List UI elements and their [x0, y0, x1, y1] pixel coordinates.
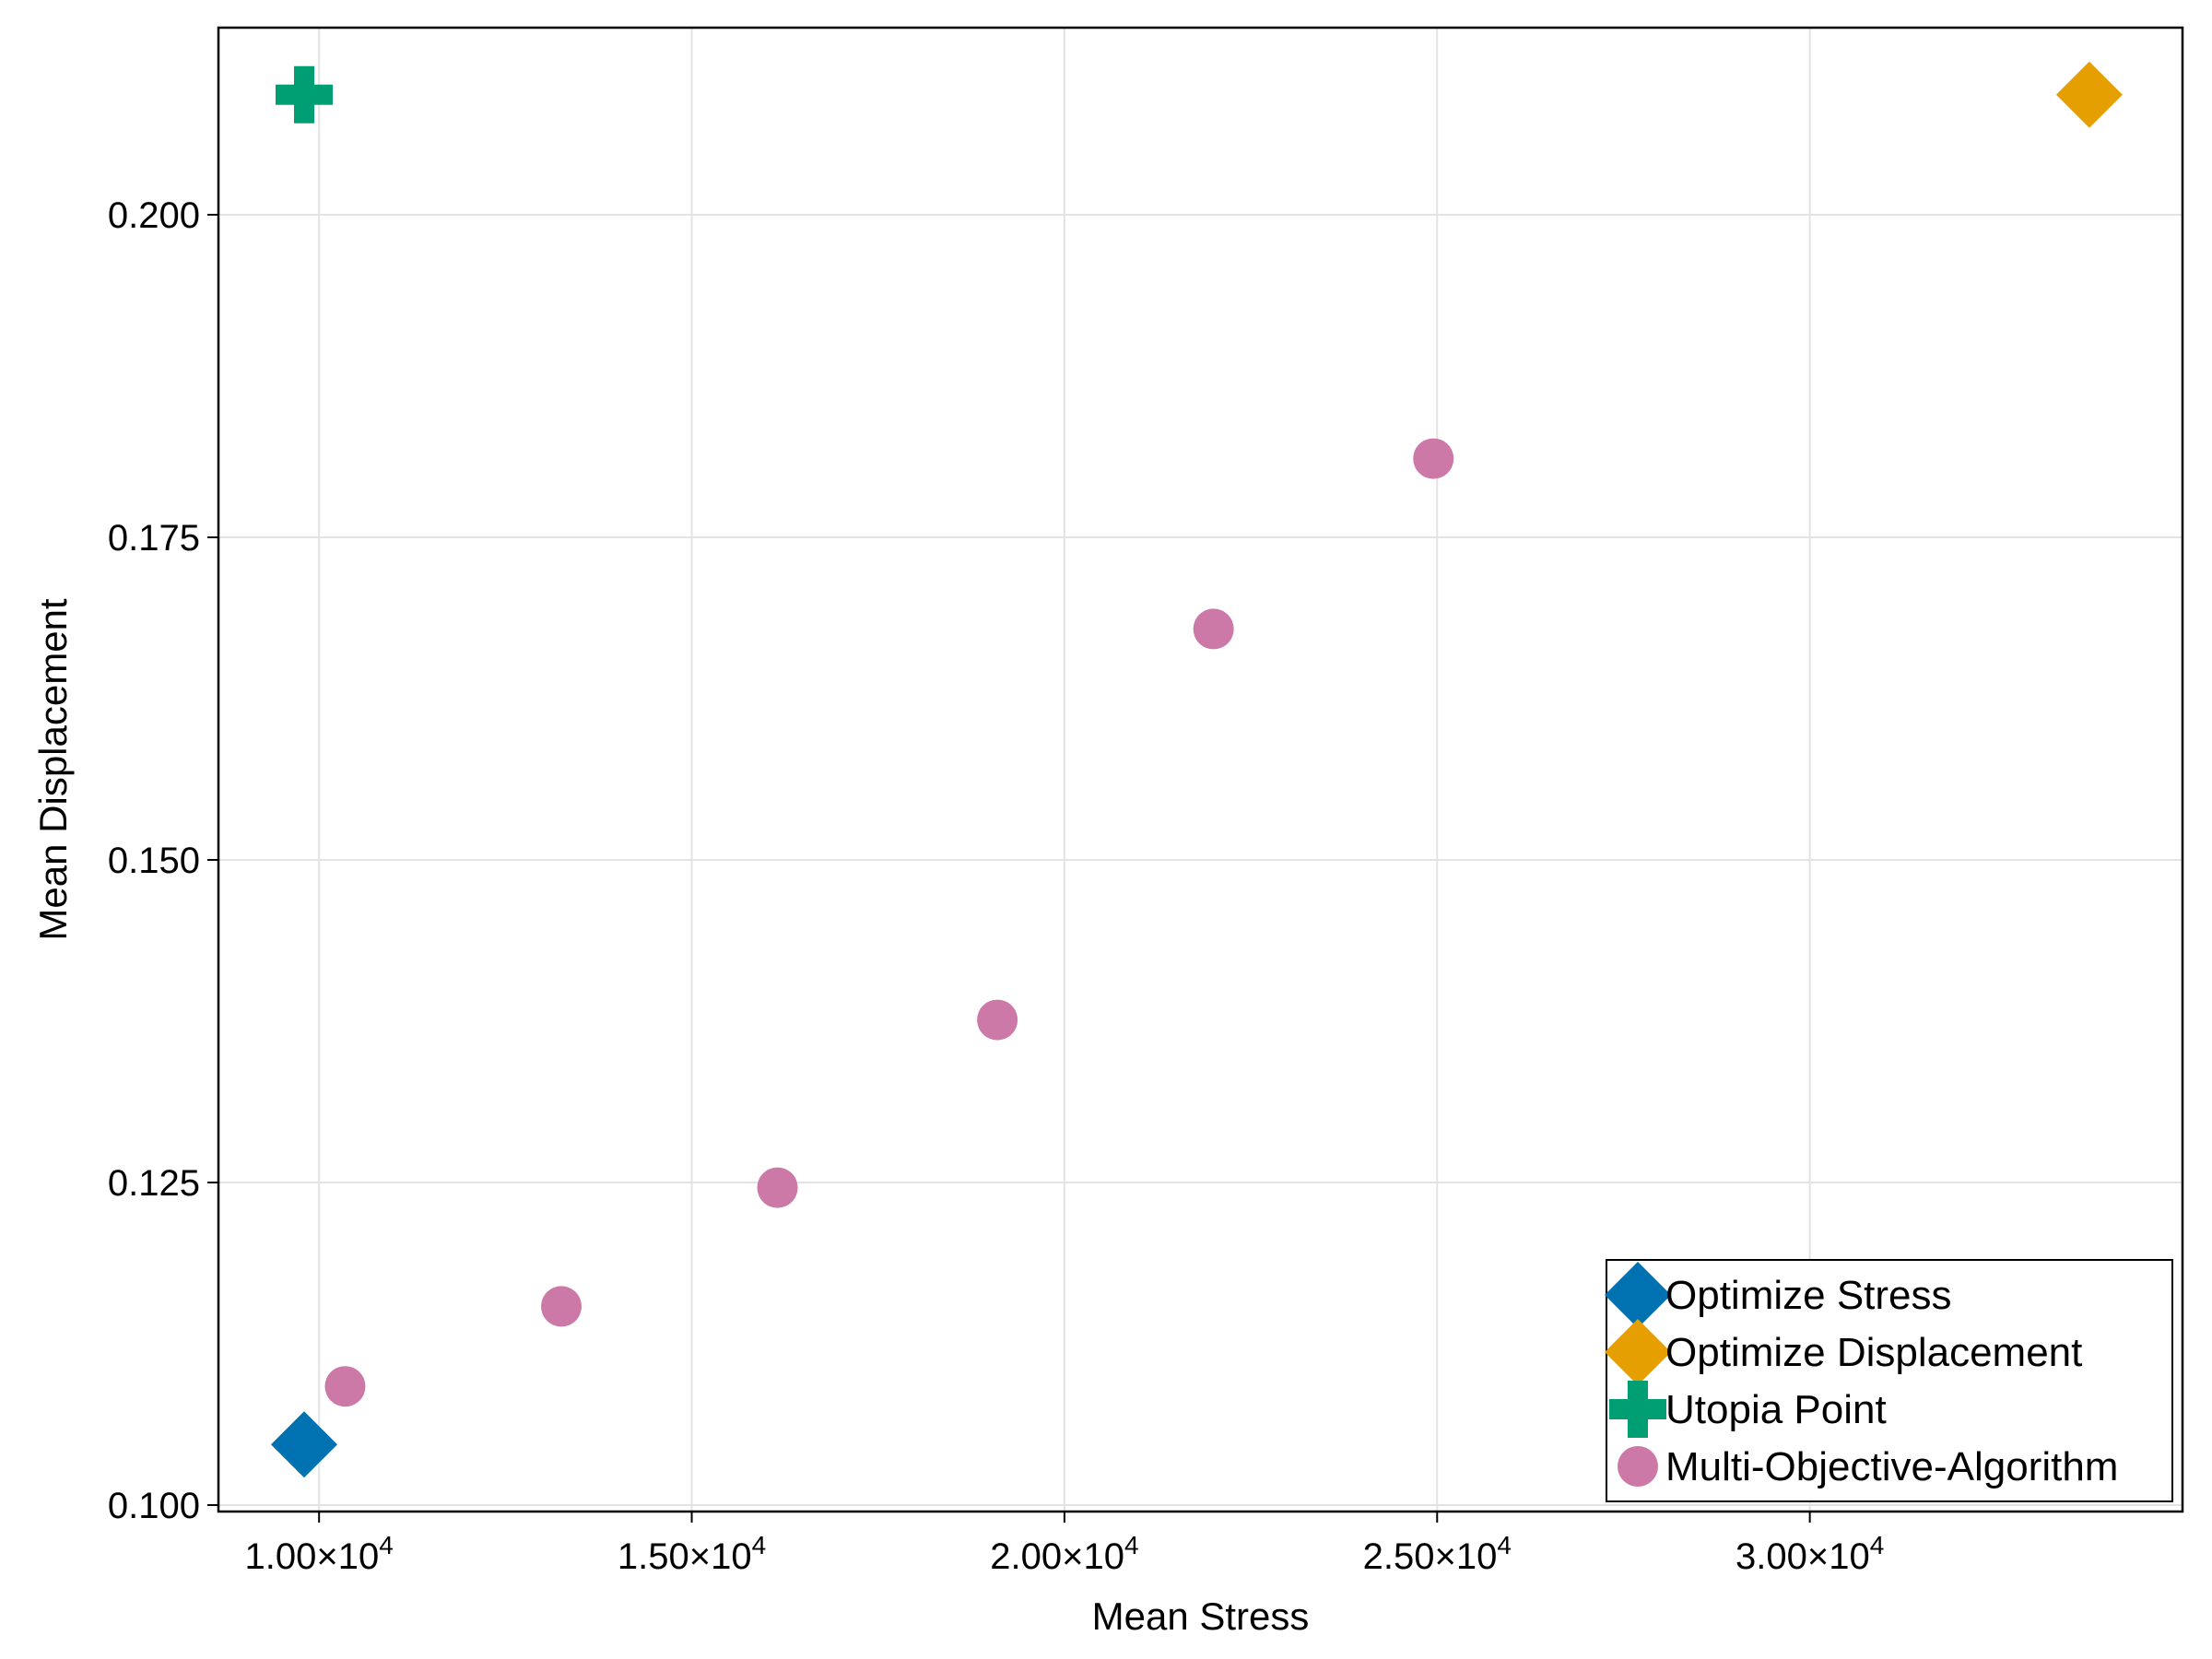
data-point-circle — [977, 999, 1018, 1041]
x-axis-label: Mean Stress — [1092, 1594, 1310, 1638]
legend-label: Optimize Displacement — [1665, 1330, 2082, 1375]
data-point-circle — [324, 1366, 366, 1407]
x-tick-label: 1.50×104 — [618, 1531, 766, 1577]
y-tick-label: 0.125 — [108, 1163, 200, 1204]
y-axis-ticks: 0.100 0.125 0.150 0.175 0.200 — [108, 195, 218, 1526]
plot-frame — [217, 26, 2184, 1513]
grid-lines — [218, 28, 2183, 1512]
data-point-circle — [541, 1286, 582, 1327]
y-tick-label: 0.100 — [108, 1486, 200, 1526]
legend-box — [1606, 1259, 2173, 1502]
legend-swatch-circle — [1618, 1446, 1658, 1487]
x-tick-label: 2.00×104 — [990, 1531, 1138, 1577]
x-tick-label: 2.50×104 — [1363, 1531, 1512, 1577]
data-point-diamond — [2055, 61, 2123, 128]
x-tick-label: 3.00×104 — [1735, 1531, 1884, 1577]
legend-swatch-cross — [1609, 1381, 1666, 1438]
legend-label: Optimize Stress — [1665, 1273, 1952, 1318]
legend-swatch-diamond — [1605, 1262, 1671, 1328]
legend-swatch-diamond — [1605, 1319, 1671, 1385]
y-tick-label: 0.150 — [108, 841, 200, 881]
data-point-circle — [757, 1167, 798, 1208]
legend: Optimize Stress Optimize Displacement Utop… — [1605, 1259, 2173, 1502]
data-point-circle — [1193, 608, 1234, 650]
y-tick-label: 0.200 — [108, 195, 200, 236]
y-tick-label: 0.175 — [108, 518, 200, 559]
data-point-cross — [276, 65, 334, 124]
legend-label: Multi-Objective-Algorithm — [1665, 1444, 2118, 1489]
data-point-circle — [1413, 438, 1454, 479]
x-tick-label: 1.00×104 — [245, 1531, 394, 1577]
legend-label: Utopia Point — [1665, 1387, 1887, 1432]
x-axis-ticks: 1.00×104 1.50×104 2.00×104 2.50×104 3.00×104 — [245, 1512, 1884, 1577]
data-markers — [271, 61, 2123, 1478]
y-axis-label: Mean Displacement — [31, 598, 75, 941]
data-point-diamond — [271, 1411, 338, 1478]
